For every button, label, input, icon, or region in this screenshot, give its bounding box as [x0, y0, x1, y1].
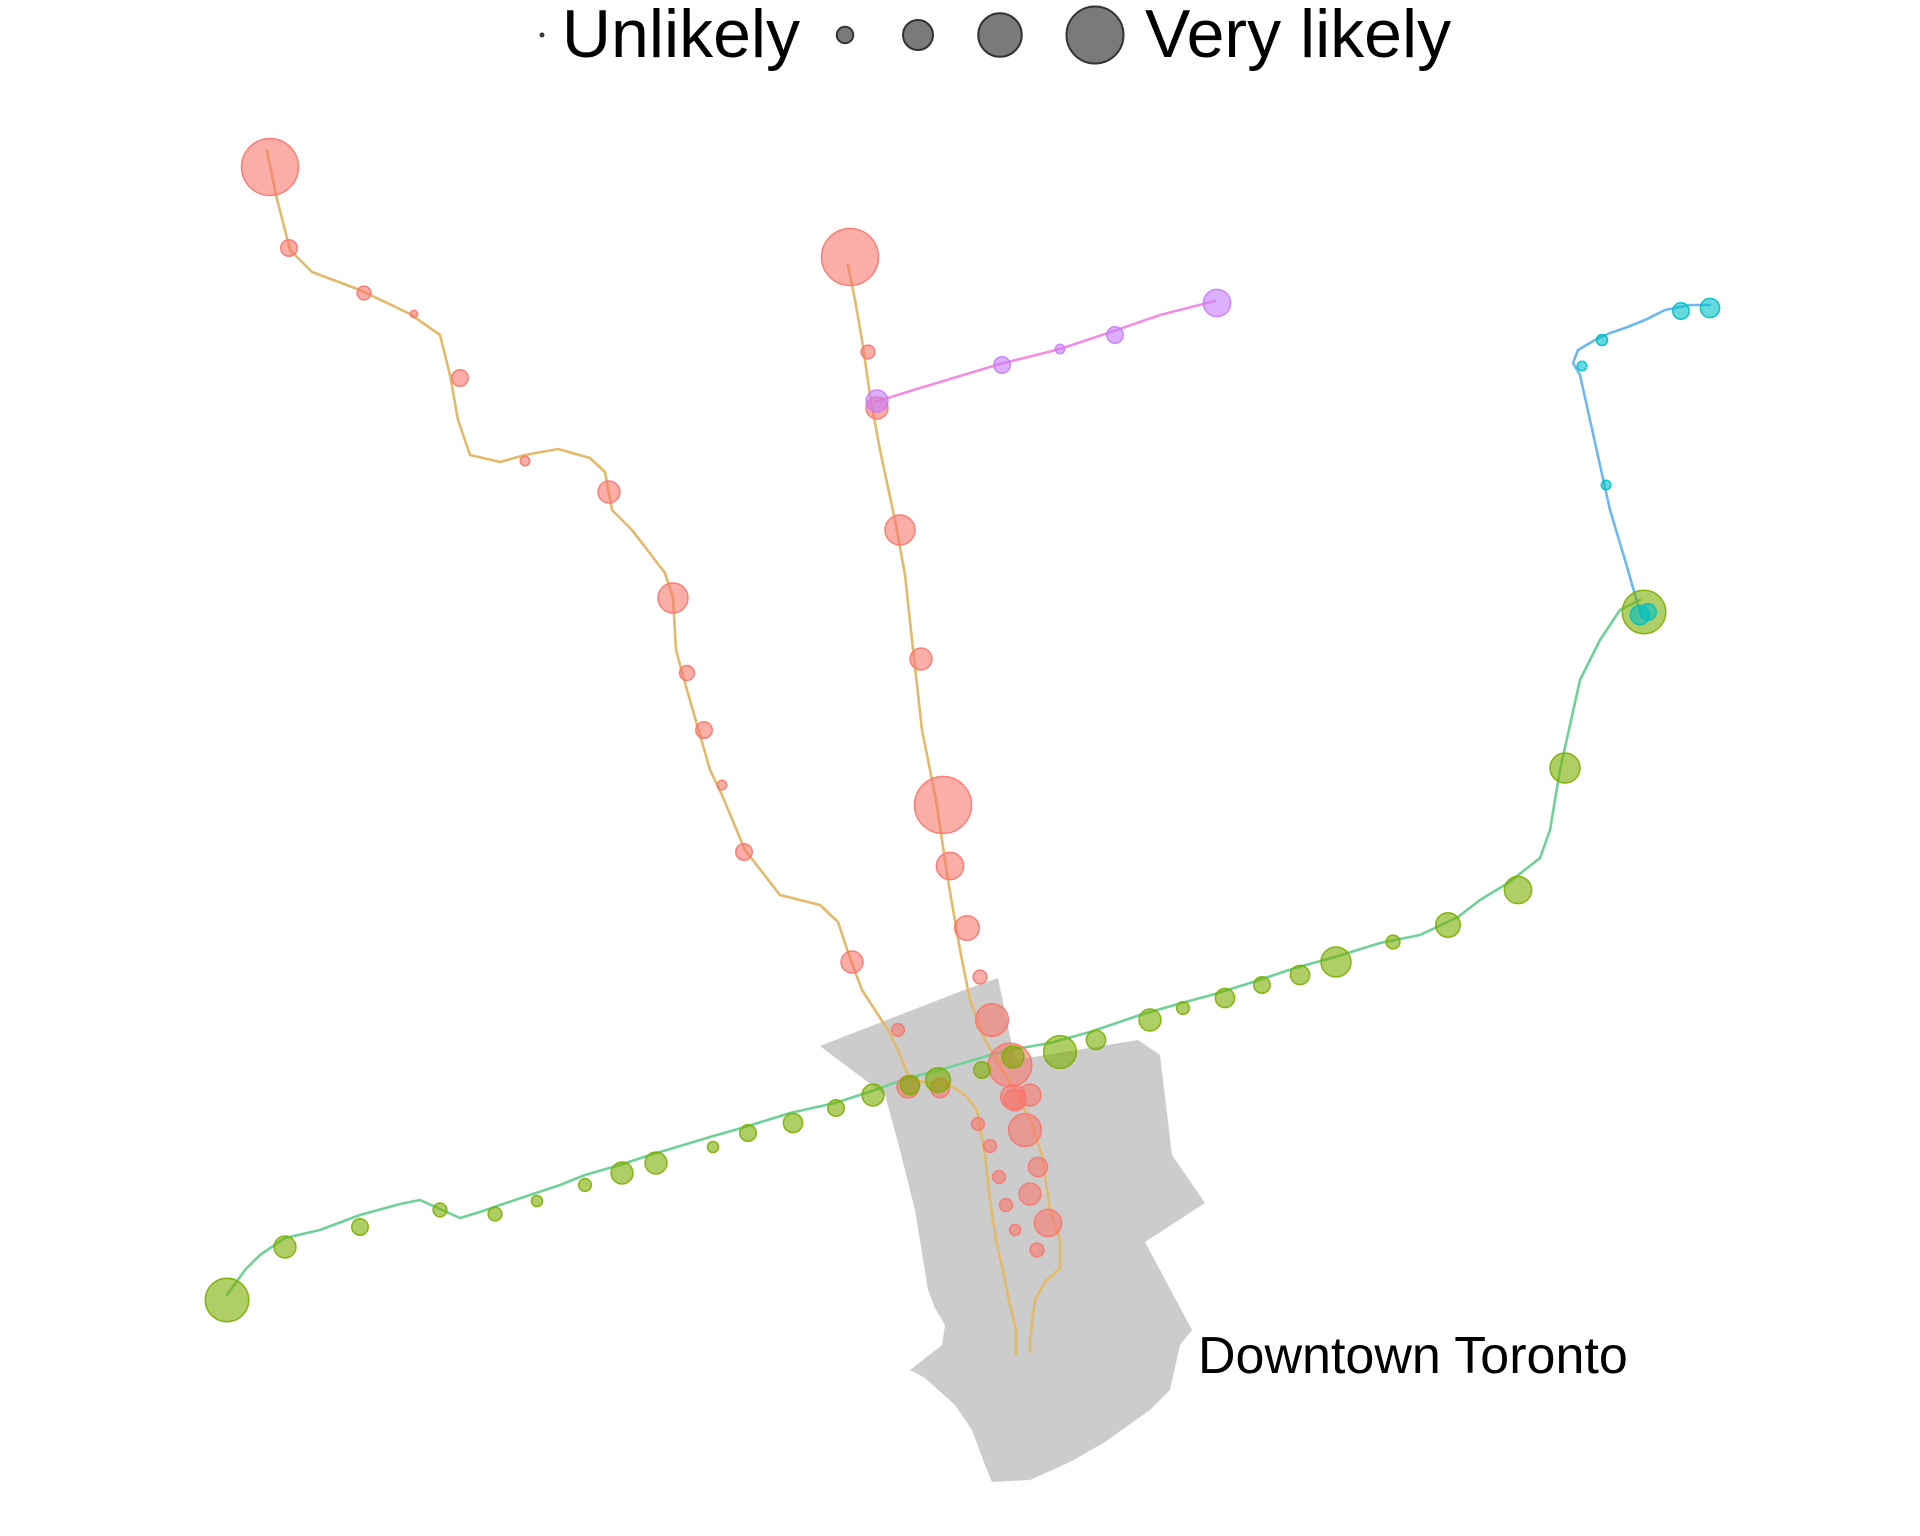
station-marker: [1008, 1223, 1022, 1237]
station-marker: [1003, 1088, 1027, 1112]
legend-size-dot: [1065, 5, 1125, 65]
legend-size-dot: [835, 25, 855, 45]
station-marker: [1085, 1029, 1107, 1051]
station-marker: [735, 843, 753, 861]
station-marker: [487, 1206, 503, 1222]
station-marker: [1320, 946, 1352, 978]
station-marker: [1595, 333, 1609, 347]
legend-high-label: Very likely: [1145, 0, 1451, 72]
station-marker: [716, 779, 728, 791]
line-1-west-route: [265, 149, 1018, 1357]
station-marker: [1503, 875, 1533, 905]
line-1-east-stations: [820, 227, 1042, 1111]
line-4-route: [873, 299, 1217, 404]
station-marker: [860, 344, 876, 360]
line-2-stations: [204, 589, 1667, 1323]
station-marker: [982, 1138, 998, 1154]
legend-low-label: Unlikely: [562, 0, 800, 72]
station-marker: [924, 1066, 952, 1094]
station-marker: [1001, 1045, 1025, 1069]
station-marker: [998, 1197, 1014, 1213]
station-marker: [890, 1022, 906, 1038]
line-3-route: [1571, 303, 1712, 614]
downtown-label: Downtown Toronto: [1198, 1327, 1628, 1385]
station-marker: [432, 1202, 448, 1218]
station-marker: [1699, 297, 1721, 319]
station-marker: [1202, 288, 1232, 318]
station-marker: [240, 137, 300, 197]
station-marker: [972, 969, 988, 985]
station-marker: [1042, 1034, 1078, 1070]
station-marker: [1385, 934, 1401, 950]
station-marker: [782, 1112, 804, 1134]
station-marker: [739, 1124, 757, 1142]
station-marker: [409, 309, 419, 319]
line-1-east-route: [846, 263, 1062, 1354]
station-marker: [610, 1161, 634, 1185]
station-marker: [973, 1061, 991, 1079]
station-marker: [695, 721, 713, 739]
station-marker: [1629, 604, 1651, 626]
station-marker: [280, 239, 298, 257]
station-marker: [351, 1218, 369, 1236]
station-marker: [644, 1151, 668, 1175]
station-marker: [451, 369, 469, 387]
station-marker: [1175, 1000, 1191, 1016]
station-marker: [1549, 752, 1581, 784]
station-marker: [1138, 1008, 1162, 1032]
station-marker: [1253, 976, 1271, 994]
station-marker: [913, 775, 973, 835]
station-marker: [1106, 326, 1124, 344]
station-marker: [356, 285, 372, 301]
legend-size-dot: [902, 19, 934, 51]
station-marker: [840, 950, 864, 974]
station-marker: [991, 1169, 1007, 1185]
station-marker: [1576, 360, 1588, 372]
station-marker: [1214, 987, 1236, 1009]
station-marker: [1434, 911, 1462, 939]
station-marker: [820, 227, 880, 287]
station-marker: [909, 647, 933, 671]
line-4-stations: [865, 288, 1232, 413]
legend-size-scale: [539, 5, 1125, 65]
legend: Unlikely Very likely: [539, 0, 1451, 72]
line-3-stations: [1576, 297, 1721, 626]
station-marker: [1600, 479, 1612, 491]
station-marker: [577, 1177, 593, 1193]
station-marker: [1033, 1208, 1063, 1238]
station-marker: [953, 914, 981, 942]
station-marker: [204, 1277, 250, 1323]
station-marker: [519, 455, 531, 467]
station-marker: [884, 514, 916, 546]
station-marker: [657, 582, 689, 614]
station-marker: [273, 1235, 297, 1259]
station-marker: [1054, 343, 1066, 355]
line-1-west-stations: [240, 137, 920, 1099]
legend-size-dot: [977, 12, 1023, 58]
station-marker: [993, 356, 1011, 374]
station-marker: [1029, 1242, 1045, 1258]
station-marker: [974, 1002, 1010, 1038]
station-marker: [678, 664, 696, 682]
station-marker: [597, 480, 621, 504]
station-marker: [865, 389, 889, 413]
station-marker: [1289, 964, 1311, 986]
station-marker: [970, 1116, 986, 1132]
legend-size-dot: [539, 32, 545, 38]
station-marker: [1007, 1112, 1043, 1148]
station-marker: [706, 1140, 720, 1154]
station-marker: [899, 1074, 921, 1096]
station-marker: [1672, 302, 1690, 320]
station-marker: [861, 1083, 885, 1107]
station-marker: [935, 851, 965, 881]
station-marker: [1027, 1156, 1049, 1178]
station-marker: [827, 1099, 845, 1117]
station-marker: [1018, 1182, 1042, 1206]
station-marker: [530, 1194, 544, 1208]
